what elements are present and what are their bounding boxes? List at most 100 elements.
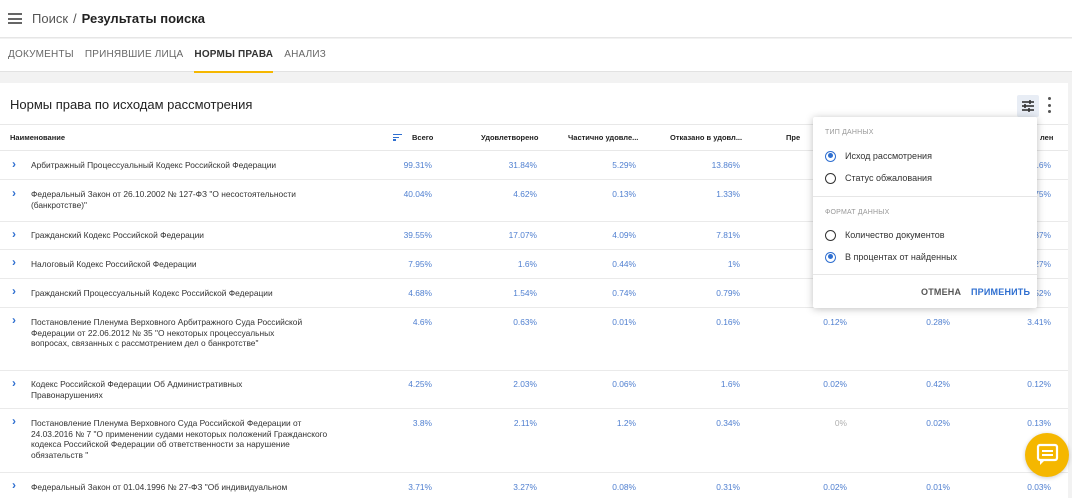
cell-col5: 0.02% <box>823 379 847 389</box>
cell-col7: 75% <box>1034 189 1051 199</box>
cell-col5: 0% <box>834 418 847 428</box>
tab-norms[interactable]: НОРМЫ ПРАВА <box>194 39 273 73</box>
cell-denied: 7.81% <box>716 230 740 240</box>
radio-appeal-status[interactable]: Статус обжалования <box>825 172 932 184</box>
tabs-bar: ДОКУМЕНТЫ ПРИНЯВШИЕ ЛИЦА НОРМЫ ПРАВА АНА… <box>0 39 1072 73</box>
cell-partial: 0.01% <box>612 317 636 327</box>
cell-total: 3.8% <box>412 418 432 428</box>
tab-judges[interactable]: ПРИНЯВШИЕ ЛИЦА <box>84 49 184 60</box>
cell-col7: .6% <box>1036 160 1051 170</box>
table-row[interactable]: › Гражданский Кодекс Российской Федераци… <box>0 222 1068 250</box>
cell-partial: 0.13% <box>612 189 636 199</box>
radio-outcome-label: Исход рассмотрения <box>845 151 932 161</box>
expand-chevron-icon[interactable]: › <box>12 255 16 269</box>
cell-satisfied: 17.07% <box>508 230 537 240</box>
divider <box>813 274 1037 275</box>
radio-percent[interactable]: В процентах от найденных <box>825 251 957 263</box>
table-row[interactable]: › Федеральный Закон от 26.10.2002 № 127-… <box>0 180 1068 222</box>
expand-chevron-icon[interactable]: › <box>12 313 16 327</box>
cell-total: 7.95% <box>408 259 432 269</box>
cell-col6: 0.01% <box>926 482 950 492</box>
row-name: Гражданский Процессуальный Кодекс Россий… <box>31 288 273 298</box>
cell-denied: 0.79% <box>716 288 740 298</box>
cell-total: 3.71% <box>408 482 432 492</box>
cell-satisfied: 3.27% <box>513 482 537 492</box>
cell-col7: 52% <box>1034 288 1051 298</box>
tune-icon <box>1022 100 1034 112</box>
apply-button[interactable]: ПРИМЕНИТЬ <box>971 287 1031 297</box>
expand-chevron-icon[interactable]: › <box>12 227 16 241</box>
chat-button[interactable] <box>1025 433 1069 477</box>
cell-partial: 0.44% <box>612 259 636 269</box>
table-row[interactable]: › Постановление Пленума Верховного Суда … <box>0 409 1068 473</box>
filter-settings-button[interactable] <box>1017 95 1039 117</box>
table-row[interactable]: › Гражданский Процессуальный Кодекс Росс… <box>0 279 1068 308</box>
row-name: Постановление Пленума Верховного Суда Ро… <box>31 418 328 460</box>
col-satisfied[interactable]: Удовлетворено <box>481 133 539 142</box>
table-row[interactable]: › Налоговый Кодекс Российской Федерации … <box>0 250 1068 279</box>
cell-satisfied: 31.84% <box>508 160 537 170</box>
cell-col7: 27% <box>1034 259 1051 269</box>
radio-appeal-status-label: Статус обжалования <box>845 173 932 183</box>
col-partial[interactable]: Частично удовле... <box>568 133 639 142</box>
hamburger-menu-icon[interactable] <box>8 13 22 24</box>
expand-chevron-icon[interactable]: › <box>12 157 16 171</box>
cell-satisfied: 1.54% <box>513 288 537 298</box>
expand-chevron-icon[interactable]: › <box>12 478 16 492</box>
radio-unchecked-icon[interactable] <box>825 229 836 241</box>
table-header: Наименование Всего Удовлетворено Частичн… <box>0 124 1068 151</box>
page-title: Результаты поиска <box>81 11 205 26</box>
expand-chevron-icon[interactable]: › <box>12 284 16 298</box>
cancel-button[interactable]: ОТМЕНА <box>921 287 962 297</box>
radio-checked-icon[interactable] <box>825 150 836 162</box>
cell-denied: 1% <box>727 259 740 269</box>
radio-unchecked-icon[interactable] <box>825 172 836 184</box>
cell-col7: 0.03% <box>1027 482 1051 492</box>
cell-satisfied: 2.03% <box>513 379 537 389</box>
row-name: Федеральный Закон от 01.04.1996 № 27-ФЗ … <box>31 482 288 492</box>
radio-doc-count[interactable]: Количество документов <box>825 229 945 241</box>
section-data-type: ТИП ДАННЫХ <box>825 129 874 136</box>
expand-chevron-icon[interactable]: › <box>12 186 16 200</box>
table-row[interactable]: › Арбитражный Процессуальный Кодекс Росс… <box>0 152 1068 180</box>
cell-satisfied: 4.62% <box>513 189 537 199</box>
cell-total: 4.68% <box>408 288 432 298</box>
cell-denied: 1.6% <box>720 379 740 389</box>
cell-satisfied: 1.6% <box>517 259 537 269</box>
cell-denied: 0.31% <box>716 482 740 492</box>
cell-total: 40.04% <box>403 189 432 199</box>
table-row[interactable]: › Кодекс Российской Федерации Об Админис… <box>0 371 1068 409</box>
cell-partial: 5.29% <box>612 160 636 170</box>
cell-col6: 0.02% <box>926 418 950 428</box>
col-name[interactable]: Наименование <box>10 133 66 142</box>
table-row[interactable]: › Постановление Пленума Верховного Арбит… <box>0 308 1068 371</box>
col-total[interactable]: Всего <box>412 133 434 142</box>
col-denied[interactable]: Отказано в удовл... <box>670 133 743 142</box>
radio-percent-label: В процентах от найденных <box>845 252 958 262</box>
tab-documents[interactable]: ДОКУМЕНТЫ <box>8 49 74 60</box>
cell-partial: 4.09% <box>612 230 636 240</box>
tab-analysis[interactable]: АНАЛИЗ <box>284 49 326 60</box>
cell-col7: 0.13% <box>1027 418 1051 428</box>
cell-denied: 1.33% <box>716 189 740 199</box>
radio-checked-icon[interactable] <box>825 251 836 263</box>
cell-total: 4.25% <box>408 379 432 389</box>
cell-col5: 0.12% <box>823 317 847 327</box>
cell-col5: 0.02% <box>823 482 847 492</box>
expand-chevron-icon[interactable]: › <box>12 414 16 428</box>
breadcrumb-root[interactable]: Поиск <box>32 11 69 26</box>
row-name: Гражданский Кодекс Российской Федерации <box>31 230 204 240</box>
row-name: Федеральный Закон от 26.10.2002 № 127-ФЗ… <box>31 189 296 210</box>
cell-denied: 13.86% <box>711 160 740 170</box>
col-7[interactable]: лен <box>1040 133 1054 142</box>
section-data-format: ФОРМАТ ДАННЫХ <box>825 209 890 216</box>
table-row[interactable]: › Федеральный Закон от 01.04.1996 № 27-Ф… <box>0 473 1068 498</box>
radio-outcome[interactable]: Исход рассмотрения <box>825 150 932 162</box>
more-options-icon[interactable] <box>1046 97 1052 113</box>
cell-partial: 0.06% <box>612 379 636 389</box>
sort-icon[interactable] <box>393 134 402 141</box>
expand-chevron-icon[interactable]: › <box>12 376 16 390</box>
col-5[interactable]: Пре <box>786 133 801 142</box>
row-name: Постановление Пленума Верховного Арбитра… <box>31 317 303 348</box>
cell-partial: 0.08% <box>612 482 636 492</box>
